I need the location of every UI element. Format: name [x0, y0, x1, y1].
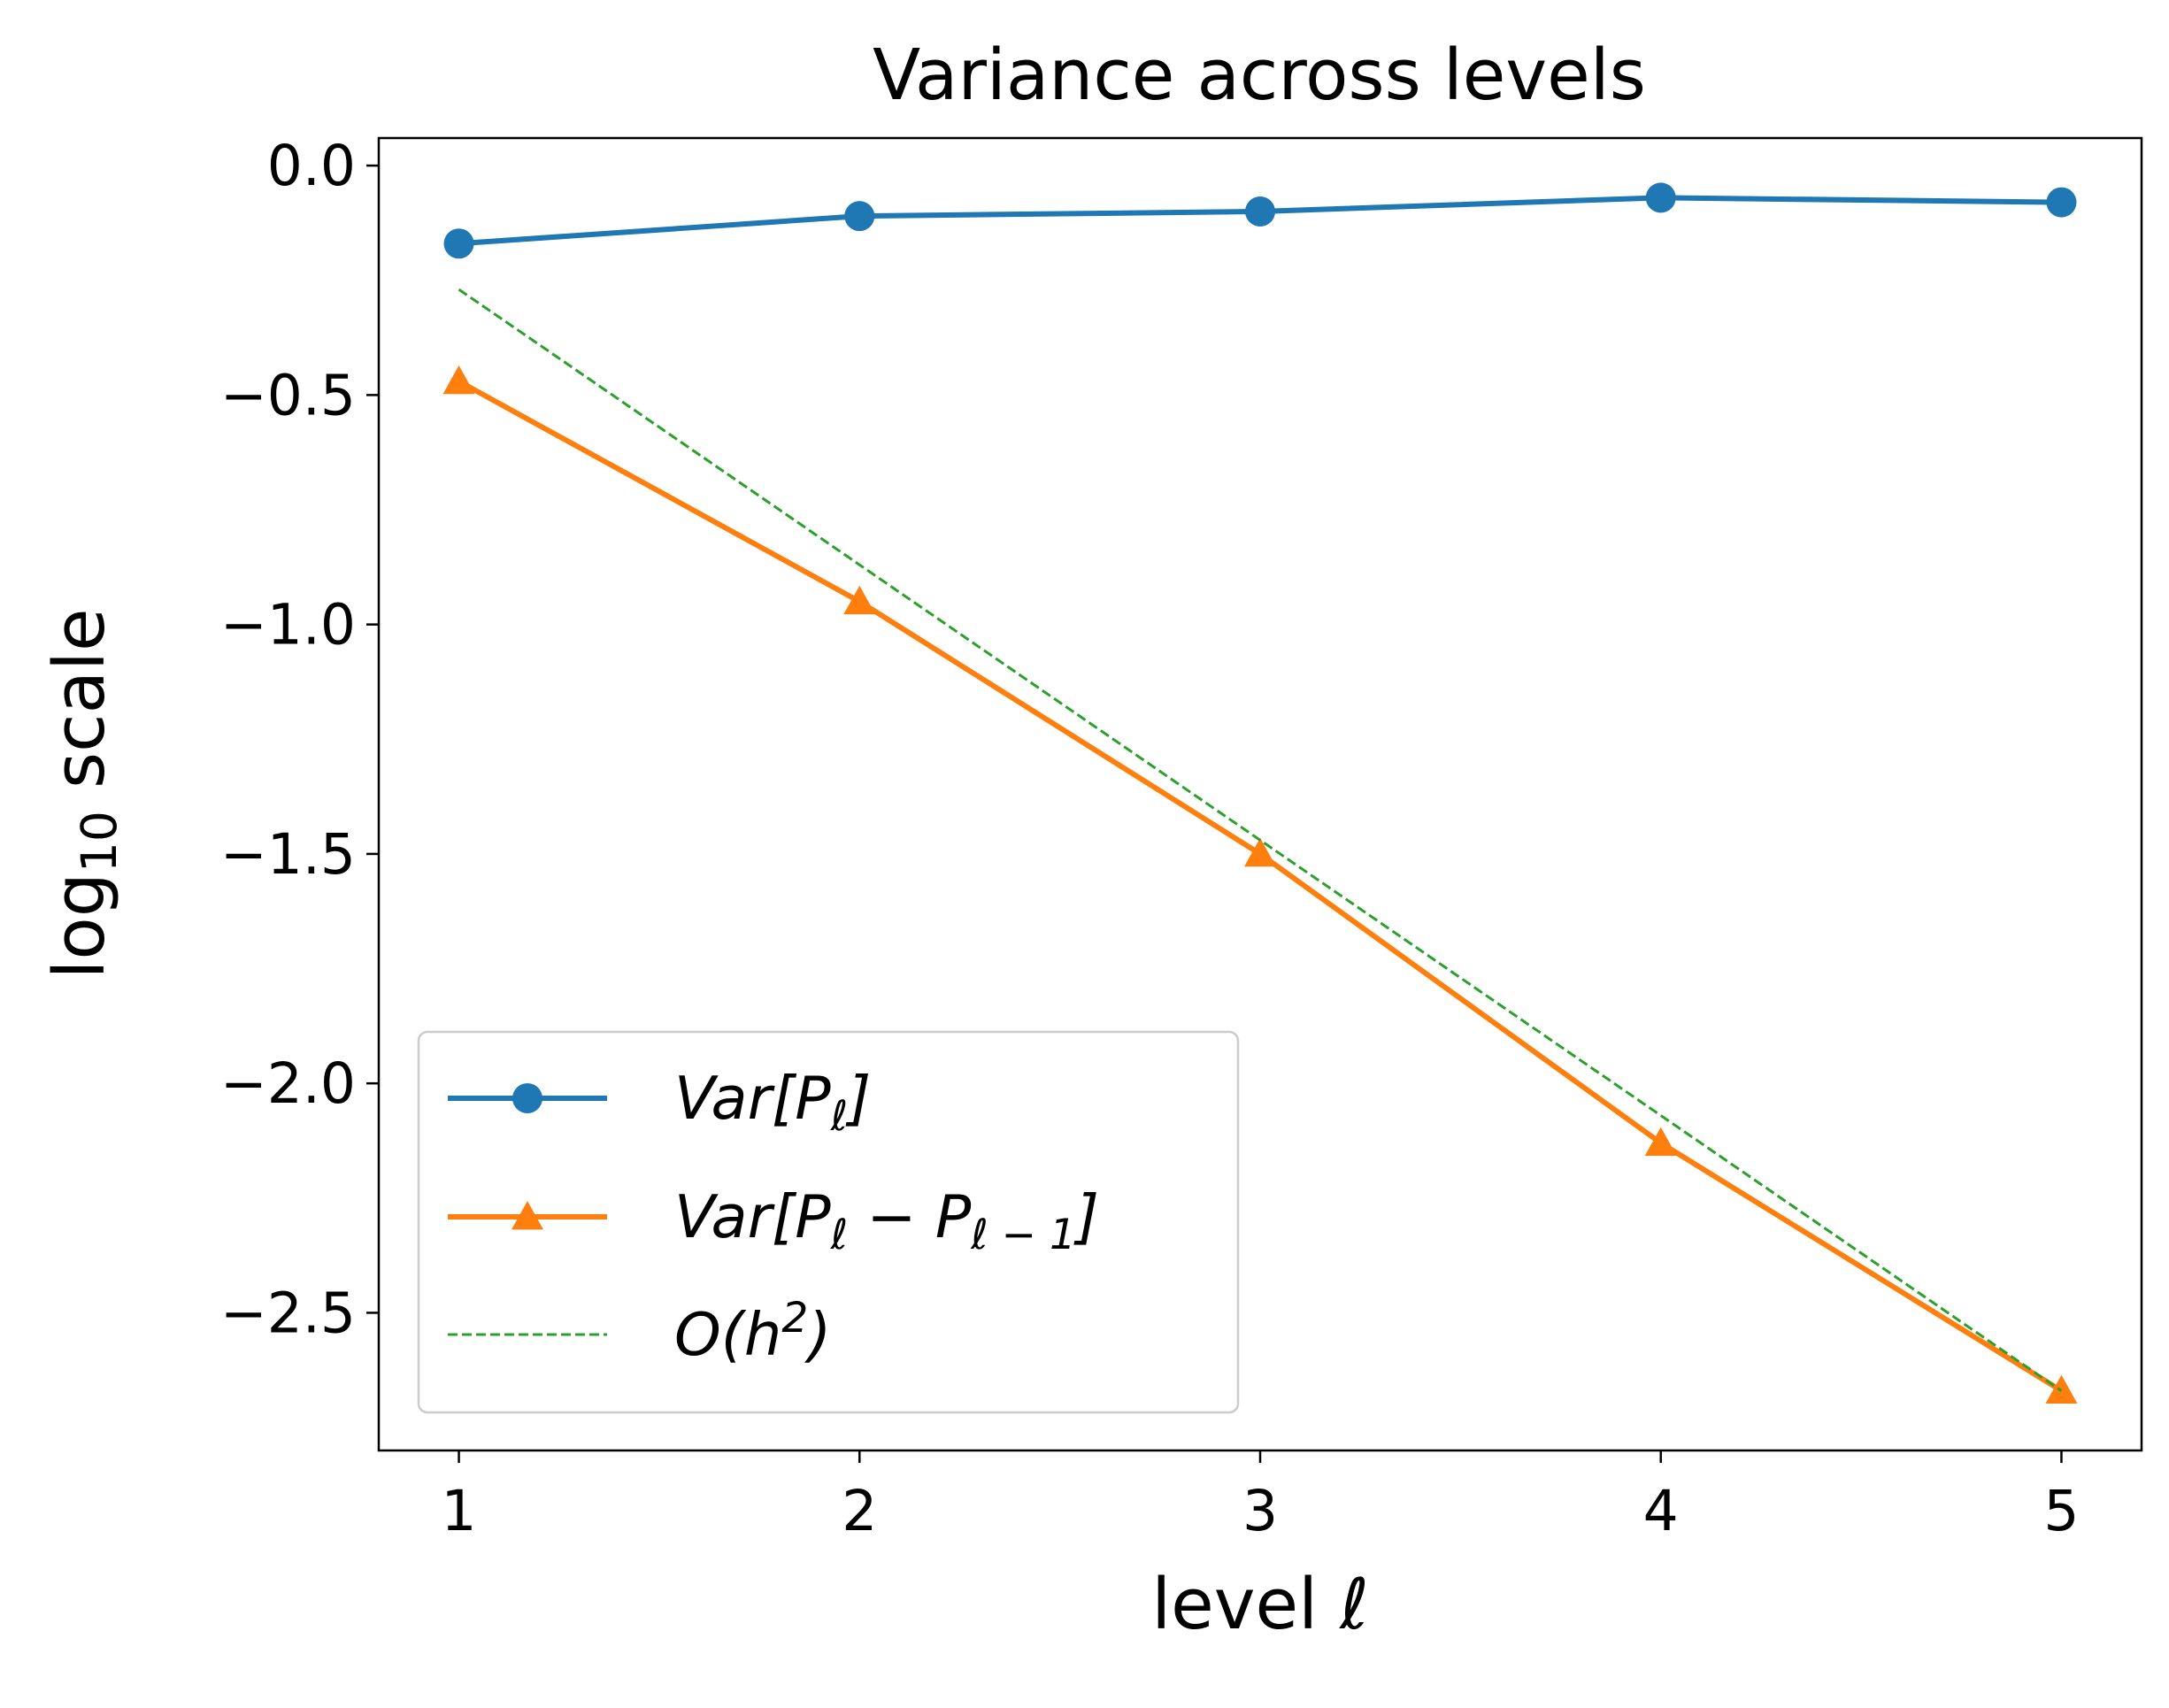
legend-label-var-diff: Var[Pℓ − Pℓ − 1]	[674, 1182, 1099, 1259]
y-axis-label: log10 scale	[39, 608, 127, 979]
y-tick-label: 0.0	[267, 134, 356, 198]
y-tick-label: −1.5	[220, 822, 356, 887]
x-tick-label: 5	[2043, 1479, 2079, 1543]
data-point-var-diff	[843, 585, 876, 615]
legend: Var[Pℓ] Var[Pℓ − Pℓ − 1] O(h2)	[417, 1030, 1240, 1414]
data-point-var-p	[2046, 187, 2077, 218]
axes-layer: 1 2 3 4 5 0.0 −0.5 −1.0 −1.5 −2.0 −2.5	[220, 134, 2079, 1543]
data-point-var-p	[844, 201, 875, 232]
data-point-var-p	[1245, 196, 1275, 227]
legend-marker-var-diff	[511, 1201, 543, 1230]
chart-title: Variance across levels	[873, 35, 1646, 116]
x-tick-label: 1	[441, 1479, 476, 1543]
y-tick-label: −1.0	[220, 593, 356, 658]
x-tick-label: 2	[842, 1479, 877, 1543]
y-tick-label: −2.0	[220, 1051, 356, 1116]
x-tick-label: 3	[1242, 1479, 1278, 1543]
legend-box	[417, 1030, 1240, 1414]
x-axis-label: level ℓ	[1151, 1564, 1369, 1645]
data-point-var-diff	[442, 365, 475, 395]
legend-label-order-h2: O(h2)	[674, 1294, 831, 1369]
data-point-var-diff	[1644, 1127, 1677, 1156]
y-tick-label: −0.5	[220, 363, 356, 427]
y-tick-label: −2.5	[220, 1281, 356, 1345]
data-point-var-p	[443, 228, 474, 259]
series-layer	[442, 182, 2078, 1404]
data-point-var-diff	[1244, 837, 1276, 867]
data-point-var-p	[1645, 182, 1676, 213]
series-line-order-h2	[458, 288, 2063, 1392]
x-tick-label: 4	[1643, 1479, 1679, 1543]
legend-label-var-p: Var[Pℓ]	[674, 1064, 871, 1141]
legend-marker-var-p	[512, 1083, 542, 1113]
